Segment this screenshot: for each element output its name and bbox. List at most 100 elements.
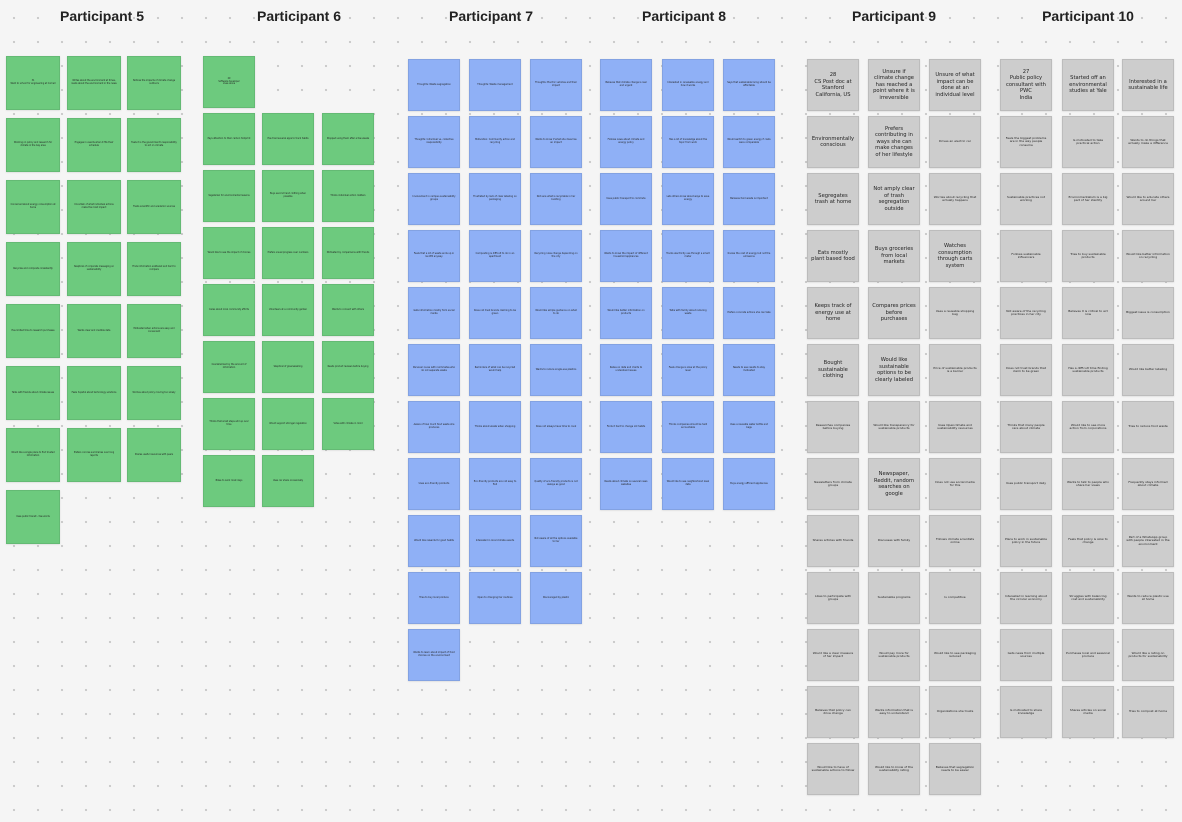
sticky-note[interactable]: Watches consumption through carts system	[929, 230, 981, 282]
sticky-note[interactable]: Writes about the environment at times, r…	[67, 56, 121, 110]
sticky-note[interactable]: Personal: Lives with roommates who do no…	[408, 344, 460, 396]
sticky-note[interactable]: Believes food waste is important	[723, 173, 775, 225]
sticky-note[interactable]: Thinks individual action matters	[322, 170, 374, 222]
sticky-note[interactable]: Would like simple guidance on what to do	[530, 287, 582, 339]
sticky-note[interactable]: Wants to talk to people who share her vi…	[1062, 458, 1114, 510]
sticky-note[interactable]: Knows the cost of energy but not the emi…	[723, 230, 775, 282]
sticky-note[interactable]: Uses public transit - few words	[6, 490, 60, 544]
sticky-note[interactable]: Wants to know the impact of different ho…	[600, 230, 652, 282]
sticky-note[interactable]: Bikes to work most days	[203, 455, 255, 507]
sticky-note[interactable]: Notices the impacts of climate change ou…	[127, 56, 181, 110]
sticky-note[interactable]: Gets information mostly from social medi…	[408, 287, 460, 339]
sticky-note[interactable]: 31 Went to school for engineering at Corn…	[6, 56, 60, 110]
sticky-note[interactable]: Has a lot of knowledge about the topic f…	[662, 116, 714, 168]
sticky-note[interactable]: Relies on data and charts to understand …	[600, 344, 652, 396]
sticky-note[interactable]: Motivation: Community action and recycli…	[469, 116, 521, 168]
sticky-note[interactable]: Would like better labeling	[1122, 344, 1174, 396]
sticky-note[interactable]: Wants to reduce plastic use at home	[1122, 572, 1174, 624]
sticky-note[interactable]: Does not always have time to cook	[530, 401, 582, 453]
sticky-note[interactable]: Eco-friendly products are not easy to fi…	[469, 458, 521, 510]
sticky-note[interactable]: Believes it is critical to act now	[1062, 287, 1114, 339]
sticky-note[interactable]: Talks with family about reducing waste	[662, 287, 714, 339]
sticky-note[interactable]: Feels the biggest problems are in the wa…	[1000, 116, 1052, 168]
sticky-note[interactable]: Motivated when actions are easy and conv…	[127, 304, 181, 358]
sticky-note[interactable]: Buys groceries from local markets	[868, 230, 920, 282]
sticky-note[interactable]: Interested in local climate events	[469, 515, 521, 567]
sticky-note[interactable]: Thoughts: Waste management	[469, 59, 521, 111]
sticky-note[interactable]: Volunteers at a community garden	[262, 284, 314, 336]
sticky-note[interactable]: Would pay more for sustainable products	[868, 629, 920, 681]
sticky-note[interactable]: Is competitive	[929, 572, 981, 624]
sticky-note[interactable]: Keeps track of energy use at home	[807, 287, 859, 339]
sticky-note[interactable]: Would like rewards for good habits	[408, 515, 460, 567]
sticky-note[interactable]: Frustrated by lack of clear labeling on …	[469, 173, 521, 225]
sticky-note[interactable]: Environmentally conscious	[807, 116, 859, 168]
sticky-note[interactable]: Has tried several apps to track habits	[262, 113, 314, 165]
sticky-note[interactable]: Recycles and composts consistently	[6, 242, 60, 296]
sticky-note[interactable]: Researches companies before buying	[807, 401, 859, 453]
sticky-note[interactable]: Thoughts: Individual vs. collective resp…	[408, 116, 460, 168]
sticky-note[interactable]: Cares about local community efforts	[203, 284, 255, 336]
sticky-note[interactable]: Thinks that small steps add up over time	[203, 398, 255, 450]
sticky-note[interactable]: Overwhelmed by the amount of information	[203, 341, 255, 393]
sticky-note[interactable]: Would switch to green energy if costs we…	[723, 116, 775, 168]
sticky-note[interactable]: Would like better information on product…	[600, 287, 652, 339]
sticky-note[interactable]: Does not trust brands claiming to be gre…	[469, 287, 521, 339]
sticky-note[interactable]: Has a difficult time finding sustainable…	[1062, 344, 1114, 396]
sticky-note[interactable]: Feels hopeful about technology solutions	[67, 366, 121, 420]
sticky-note[interactable]: Worries about policy moving too slowly	[127, 366, 181, 420]
sticky-note[interactable]: Pays attention to their carbon footprint	[203, 113, 255, 165]
sticky-note[interactable]: Composting is difficult to do in an apar…	[469, 230, 521, 282]
sticky-note[interactable]: Would like a single place to find truste…	[6, 428, 60, 482]
sticky-note[interactable]: Prefers contributing in ways she can mak…	[868, 116, 920, 168]
sticky-note[interactable]: Finds information scattered and hard to …	[127, 242, 181, 296]
sticky-note[interactable]: Lets others know about ways to save ener…	[662, 173, 714, 225]
sticky-note[interactable]: Uses public transport daily	[1000, 458, 1052, 510]
sticky-note[interactable]: Concerned about energy consumption at ho…	[6, 180, 60, 234]
sticky-note[interactable]: Trusts scientific and academic sources	[127, 180, 181, 234]
sticky-note[interactable]: Feels that policy is slow to change	[1062, 515, 1114, 567]
sticky-note[interactable]: Finds it hard to change old habits	[600, 401, 652, 453]
sticky-note[interactable]: Believes that segregation needs to be ea…	[929, 743, 981, 795]
sticky-note[interactable]: Open to changing her routines	[469, 572, 521, 624]
sticky-note[interactable]: Sustainable programs	[868, 572, 920, 624]
sticky-note[interactable]: Environmentalism is a big part of her id…	[1062, 173, 1114, 225]
sticky-note[interactable]: Talks with friends about climate issues	[6, 366, 60, 420]
sticky-note[interactable]: Does not use social media for this	[929, 458, 981, 510]
sticky-note[interactable]: Part of a WhatsApp group with people int…	[1122, 515, 1174, 567]
sticky-note[interactable]: Uses public transport to commute	[600, 173, 652, 225]
sticky-note[interactable]: Not amply clear of trash segregation out…	[868, 173, 920, 225]
sticky-note[interactable]: Uses Openclimate and sustainability reso…	[929, 401, 981, 453]
sticky-note[interactable]: Tries to compost at home	[1122, 686, 1174, 738]
sticky-note[interactable]: Buys energy efficient appliances	[723, 458, 775, 510]
sticky-note[interactable]: Would like to know of the sustainability…	[868, 743, 920, 795]
sticky-note[interactable]: Is motivated to take practical action	[1062, 116, 1114, 168]
sticky-note[interactable]: Reads product reviews before buying	[322, 341, 374, 393]
sticky-note[interactable]: Engages in events when it fits their sch…	[67, 118, 121, 172]
sticky-note[interactable]: Shares articles on social media	[1062, 686, 1114, 738]
sticky-note[interactable]: Wants clear and credible data	[67, 304, 121, 358]
sticky-note[interactable]: Prefers visual progress over numbers	[262, 227, 314, 279]
sticky-note[interactable]: Biggest issue is consumption	[1122, 287, 1174, 339]
sticky-note[interactable]: Quality of eco-friendly products is not …	[530, 458, 582, 510]
sticky-note[interactable]: Unsure if climate change has reached a p…	[868, 59, 920, 111]
sticky-note[interactable]: Likes to participate with groups	[807, 572, 859, 624]
sticky-note[interactable]: Follows news about climate and energy po…	[600, 116, 652, 168]
sticky-note[interactable]: Wants to do things that actually make a …	[1122, 116, 1174, 168]
sticky-note[interactable]: Uses car share occasionally	[262, 455, 314, 507]
sticky-note[interactable]: Tries to reduce food waste	[1122, 401, 1174, 453]
sticky-note[interactable]: Would like to see more action from corpo…	[1062, 401, 1114, 453]
sticky-note[interactable]: Prefers concise summaries over long repo…	[67, 428, 121, 482]
sticky-note[interactable]: Thoughts: Electric vehicles and their im…	[530, 59, 582, 111]
sticky-note[interactable]: Shares useful resources with peers	[127, 428, 181, 482]
sticky-note[interactable]: Compares prices before purchases	[868, 287, 920, 339]
sticky-note[interactable]: 27 Public policy consultant with PWC India	[1000, 59, 1052, 111]
sticky-note[interactable]: Stopped using them after a few weeks	[322, 113, 374, 165]
sticky-note[interactable]: Segregates trash at home	[807, 173, 859, 225]
sticky-note[interactable]: Would like sustainable options to be cle…	[868, 344, 920, 396]
sticky-note[interactable]: Worries about recycling that actually ha…	[929, 173, 981, 225]
sticky-note[interactable]: Motivated by comparisons with friends	[322, 227, 374, 279]
sticky-note[interactable]: Thinks about waste when shopping	[469, 401, 521, 453]
sticky-note[interactable]: Believes that policy can drive change	[807, 686, 859, 738]
sticky-note[interactable]: Needs to see results to stay motivated	[723, 344, 775, 396]
